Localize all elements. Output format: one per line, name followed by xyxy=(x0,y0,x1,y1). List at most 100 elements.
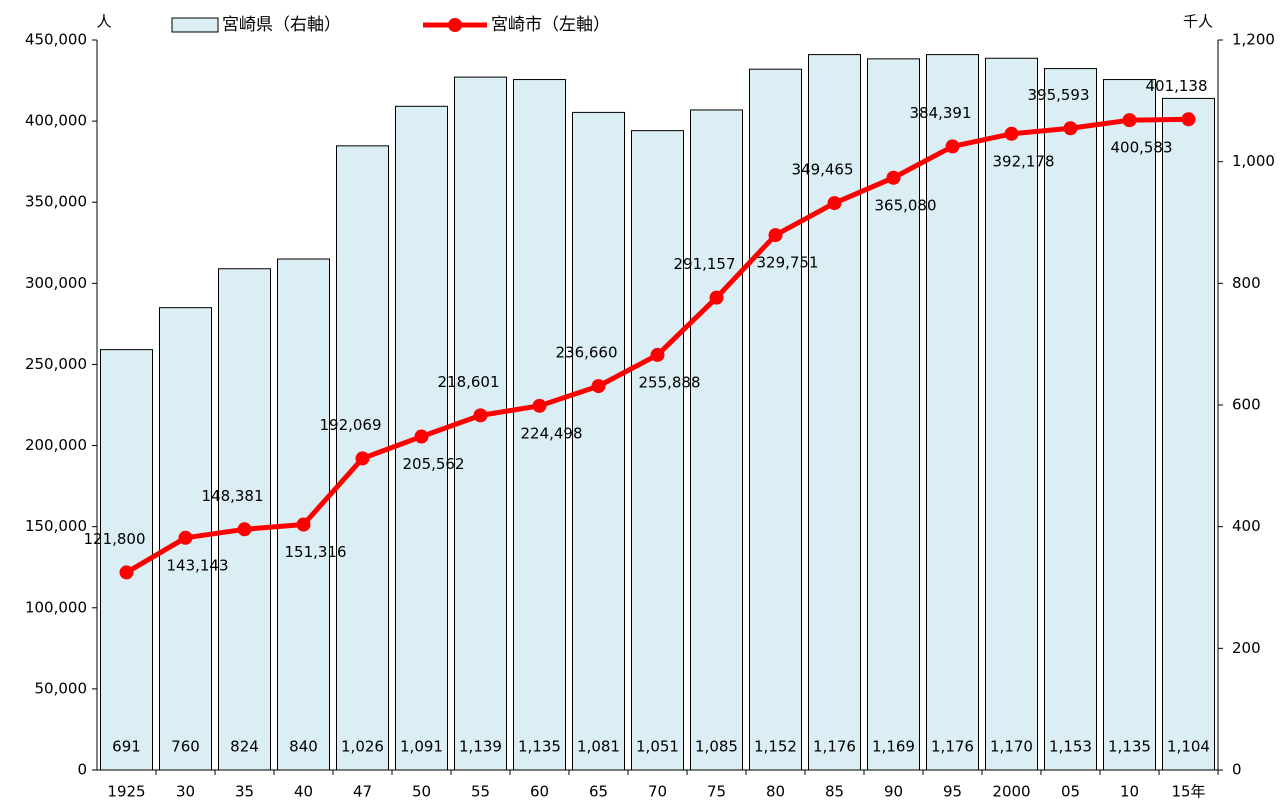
y2-tick-label: 800 xyxy=(1232,274,1261,292)
bar-value-label: 1,153 xyxy=(1049,738,1092,756)
x-tick-label: 2000 xyxy=(992,783,1030,801)
line-value-label: 349,465 xyxy=(791,161,853,179)
bar xyxy=(513,79,566,771)
y-tick-label: 150,000 xyxy=(25,517,87,535)
line-value-label: 401,138 xyxy=(1145,77,1207,95)
line-marker xyxy=(1122,113,1137,128)
bar-value-label: 1,135 xyxy=(518,738,561,756)
y2-tick-label: 200 xyxy=(1232,639,1261,657)
bar xyxy=(218,268,271,771)
line-marker xyxy=(650,347,665,362)
line-value-label: 143,143 xyxy=(166,556,228,574)
line-marker xyxy=(768,228,783,243)
bar xyxy=(926,54,979,771)
bar-value-label: 1,085 xyxy=(695,738,738,756)
x-tick-label: 75 xyxy=(707,783,726,801)
line-marker xyxy=(414,429,429,444)
line-marker xyxy=(827,196,842,211)
y2-tick-label: 1,000 xyxy=(1232,152,1275,170)
legend-swatch-marker xyxy=(448,18,462,32)
bar xyxy=(985,57,1038,771)
y2-axis-unit: 千人 xyxy=(1183,13,1213,31)
bar xyxy=(277,258,330,771)
line-marker xyxy=(237,522,252,537)
bar-value-label: 1,026 xyxy=(341,738,384,756)
y-axis-unit: 人 xyxy=(96,13,111,31)
bar-value-label: 1,176 xyxy=(931,738,974,756)
bar-value-label: 1,081 xyxy=(577,738,620,756)
bar-value-label: 1,170 xyxy=(990,738,1033,756)
line-value-label: 205,562 xyxy=(402,455,464,473)
bar-value-label: 1,169 xyxy=(872,738,915,756)
line-marker xyxy=(355,451,370,466)
line-value-label: 121,800 xyxy=(83,530,145,548)
x-tick-label: 47 xyxy=(353,783,372,801)
bar-value-label: 1,152 xyxy=(754,738,797,756)
line-value-label: 384,391 xyxy=(909,104,971,122)
bar xyxy=(808,54,861,771)
bar xyxy=(749,68,802,771)
y-tick-label: 300,000 xyxy=(25,274,87,292)
line-value-label: 148,381 xyxy=(201,487,263,505)
x-tick-label: 15年 xyxy=(1171,783,1205,801)
line-value-label: 224,498 xyxy=(520,424,582,442)
y2-tick-label: 1,200 xyxy=(1232,31,1275,49)
y-tick-label: 100,000 xyxy=(25,598,87,616)
x-tick-label: 50 xyxy=(412,783,431,801)
x-tick-label: 70 xyxy=(648,783,667,801)
bar-value-label: 691 xyxy=(112,738,141,756)
x-tick-label: 30 xyxy=(176,783,195,801)
line-marker xyxy=(178,530,193,545)
line-value-label: 395,593 xyxy=(1027,86,1089,104)
y-tick-label: 400,000 xyxy=(25,112,87,130)
line-value-label: 392,178 xyxy=(992,152,1054,170)
line-marker xyxy=(119,565,134,580)
line-value-label: 329,751 xyxy=(756,254,818,272)
x-tick-label: 40 xyxy=(294,783,313,801)
bar-value-label: 840 xyxy=(289,738,318,756)
legend-swatch xyxy=(171,17,219,33)
y-tick-label: 50,000 xyxy=(35,679,88,697)
x-tick-label: 35 xyxy=(235,783,254,801)
legend-label: 宮崎県（右軸） xyxy=(222,15,341,35)
line-marker xyxy=(473,408,488,423)
bar-value-label: 824 xyxy=(230,738,259,756)
line-value-label: 192,069 xyxy=(319,416,381,434)
bar-value-label: 1,176 xyxy=(813,738,856,756)
bar-value-label: 1,051 xyxy=(636,738,679,756)
x-tick-label: 1925 xyxy=(107,783,145,801)
line-value-label: 291,157 xyxy=(673,255,735,273)
y2-tick-label: 0 xyxy=(1232,761,1242,779)
x-tick-label: 80 xyxy=(766,783,785,801)
line-marker xyxy=(1004,126,1019,141)
bar xyxy=(631,130,684,771)
legend-label: 宮崎市（左軸） xyxy=(491,15,610,35)
bar-value-label: 1,139 xyxy=(459,738,502,756)
x-tick-label: 05 xyxy=(1061,783,1080,801)
y-tick-label: 0 xyxy=(77,761,87,779)
line-value-label: 400,583 xyxy=(1110,139,1172,157)
line-value-label: 236,660 xyxy=(555,344,617,362)
x-tick-label: 90 xyxy=(884,783,903,801)
line-value-label: 218,601 xyxy=(437,373,499,391)
y2-tick-label: 400 xyxy=(1232,517,1261,535)
x-tick-label: 95 xyxy=(943,783,962,801)
bar-value-label: 1,135 xyxy=(1108,738,1151,756)
x-tick-label: 85 xyxy=(825,783,844,801)
y-tick-label: 450,000 xyxy=(25,31,87,49)
y2-tick-label: 600 xyxy=(1232,396,1261,414)
bar-value-label: 1,104 xyxy=(1167,738,1210,756)
line-value-label: 151,316 xyxy=(284,543,346,561)
line-marker xyxy=(1181,112,1196,127)
y-tick-label: 250,000 xyxy=(25,355,87,373)
x-tick-label: 10 xyxy=(1120,783,1139,801)
line-marker xyxy=(709,290,724,305)
y-tick-label: 350,000 xyxy=(25,193,87,211)
line-marker xyxy=(296,517,311,532)
bar-value-label: 1,091 xyxy=(400,738,443,756)
bar-value-label: 760 xyxy=(171,738,200,756)
line-marker xyxy=(1063,121,1078,136)
x-tick-label: 55 xyxy=(471,783,490,801)
x-tick-label: 60 xyxy=(530,783,549,801)
line-marker xyxy=(945,139,960,154)
